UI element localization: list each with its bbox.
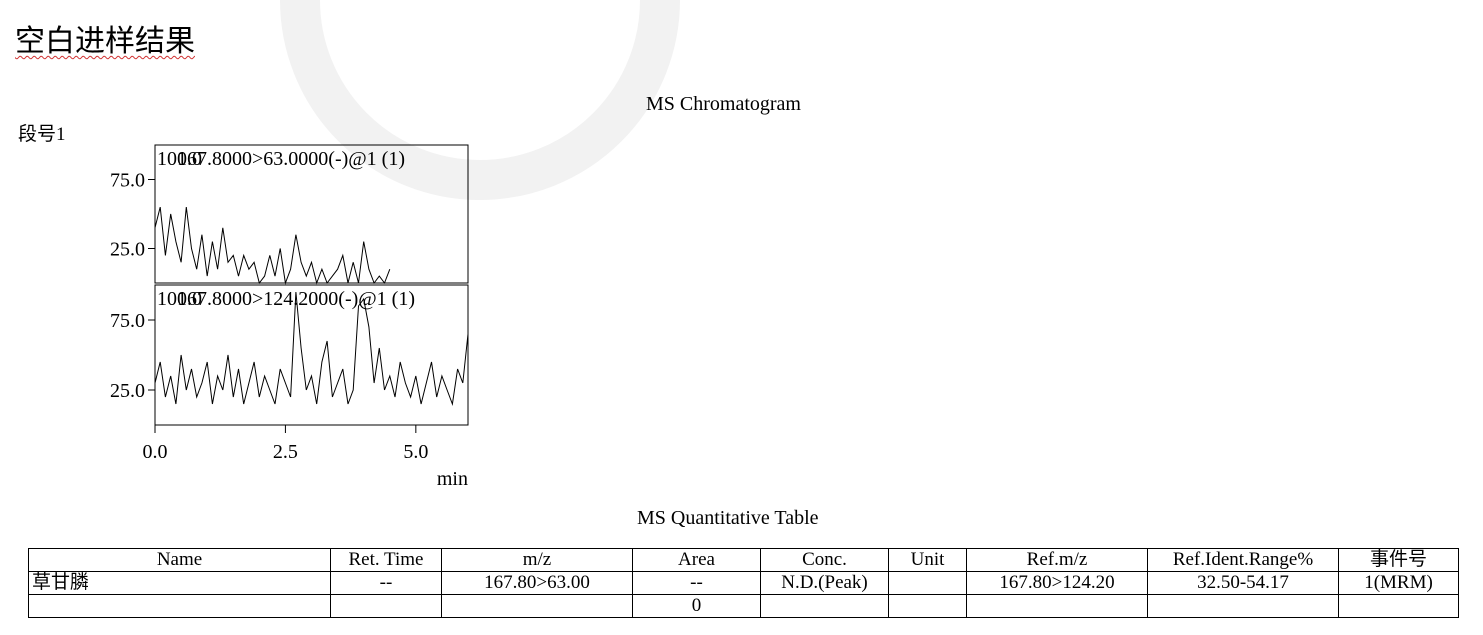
table-cell [760,594,889,618]
table-cell: Ref.m/z [966,548,1148,572]
plot-frame [154,284,469,426]
x-axis-label: min [437,468,468,490]
table-cell [1338,594,1459,618]
table-cell: Ref.Ident.Range% [1147,548,1339,572]
table-cell [441,594,633,618]
table-cell: -- [632,571,761,595]
table-cell: 32.50-54.17 [1147,571,1339,595]
table-cell: m/z [441,548,633,572]
table-cell: 草甘膦 [28,571,331,595]
chromatogram-title: MS Chromatogram [646,93,801,115]
table-cell [888,571,967,595]
table-cell [1147,594,1339,618]
y-tick-label: 25.0 [110,239,145,261]
table-cell: 167.80>63.00 [441,571,633,595]
plot-frame [154,144,469,284]
x-tick-label: 2.5 [273,441,298,463]
x-tick-label: 0.0 [143,441,168,463]
table-cell [28,594,331,618]
table-cell [966,594,1148,618]
trace-line [154,206,391,285]
watermark [280,0,680,200]
page-title: 空白进样结果 [15,25,195,58]
table-row: Name Ret. Time m/z Area Conc. Unit Ref.m/z Ref.… [28,548,1459,572]
quant-table: Name Ret. Time m/z Area Conc. Unit Ref.m/z Ref.… [28,548,1459,618]
trace-line [154,291,469,406]
y-tick-label: 75.0 [110,170,145,192]
table-cell: Unit [888,548,967,572]
table-cell: 0 [632,594,761,618]
y-max-label: 100.0 [157,148,202,170]
table-cell: -- [330,571,442,595]
table-cell: 1(MRM) [1338,571,1459,595]
table-cell [888,594,967,618]
table-row: 草甘膦 -- 167.80>63.00 -- N.D.(Peak) 167.80>124.… [28,571,1459,595]
table-cell: Conc. [760,548,889,572]
table-cell: 事件号 [1338,548,1459,572]
table-row: 0 [28,594,1459,618]
table-cell: Name [28,548,331,572]
y-tick-label: 25.0 [110,380,145,402]
table-title: MS Quantitative Table [637,507,819,529]
y-max-label: 100.0 [157,288,202,310]
segment-label: 段号1 [18,124,66,145]
table-cell: Area [632,548,761,572]
table-cell: Ret. Time [330,548,442,572]
trace-title: 167.8000>63.0000(-)@1 (1) [177,148,405,170]
table-cell: 167.80>124.20 [966,571,1148,595]
x-tick-label: 5.0 [403,441,428,463]
table-cell: N.D.(Peak) [760,571,889,595]
y-tick-label: 75.0 [110,310,145,332]
table-cell [330,594,442,618]
